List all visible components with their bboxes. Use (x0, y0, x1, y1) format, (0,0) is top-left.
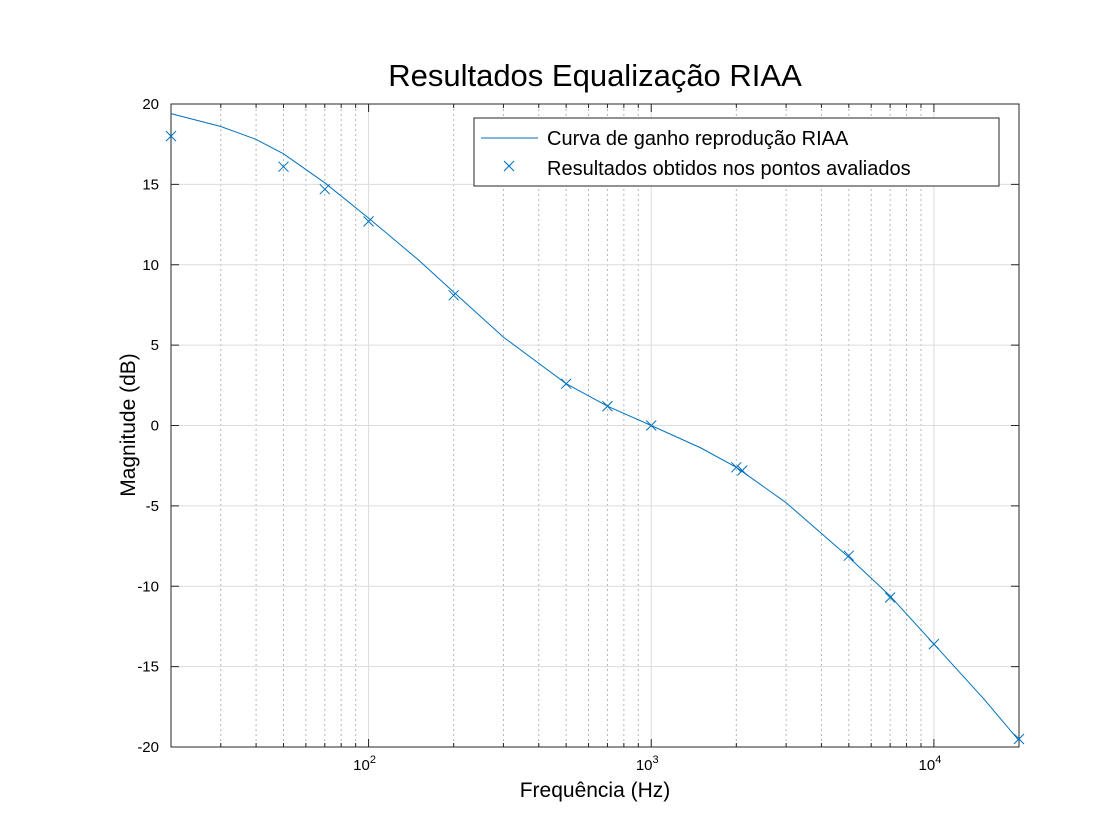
x-tick-label: 103 (636, 754, 659, 774)
measured-point-marker (843, 550, 855, 562)
series (165, 113, 1025, 745)
x-tick-label: 104 (919, 754, 942, 774)
legend-marker-swatch (503, 160, 515, 172)
legend-box (473, 117, 1000, 187)
measured-point-marker (448, 289, 460, 301)
x-tick-labels: 102 103 104 (353, 754, 941, 774)
y-tick-label: -10 (137, 578, 159, 595)
measured-point-marker (165, 130, 177, 142)
measured-point-marker (560, 378, 572, 390)
grid (170, 104, 1020, 747)
y-axis-label: Magnitude (dB) (117, 353, 140, 497)
measured-point-marker (645, 420, 657, 431)
x-axis-label: Frequência (Hz) (520, 779, 671, 802)
legend: Curva de ganho reprodução RIAA Resultado… (473, 117, 1000, 187)
measured-point-marker (736, 465, 748, 476)
chart-title: Resultados Equalização RIAA (388, 58, 802, 93)
y-tick-label: -5 (146, 498, 159, 515)
legend-label-curve: Curva de ganho reprodução RIAA (547, 128, 849, 150)
y-tick-label: 0 (151, 418, 159, 435)
tick-marks (170, 103, 1020, 748)
y-tick-label: 15 (142, 176, 159, 193)
y-tick-label: 20 (142, 96, 159, 113)
series-riaa-curve (170, 113, 1020, 741)
measured-point-marker (363, 215, 374, 227)
measured-point-marker (602, 400, 613, 412)
y-tick-label: 5 (151, 337, 159, 354)
measured-point-marker (319, 183, 331, 195)
measured-point-marker (730, 461, 742, 473)
measured-point-marker (278, 161, 289, 173)
y-tick-label: -20 (137, 739, 159, 756)
measured-point-marker (884, 592, 896, 603)
y-tick-labels: -20 -15 -10 -5 0 5 10 15 20 (137, 96, 159, 756)
y-tick-label: -15 (137, 659, 159, 676)
legend-label-measured: Resultados obtidos nos pontos avaliados (547, 158, 911, 180)
y-tick-label: 10 (142, 257, 159, 274)
x-tick-label: 102 (353, 754, 376, 774)
measured-point-marker (1013, 733, 1025, 745)
measured-point-marker (928, 638, 940, 650)
